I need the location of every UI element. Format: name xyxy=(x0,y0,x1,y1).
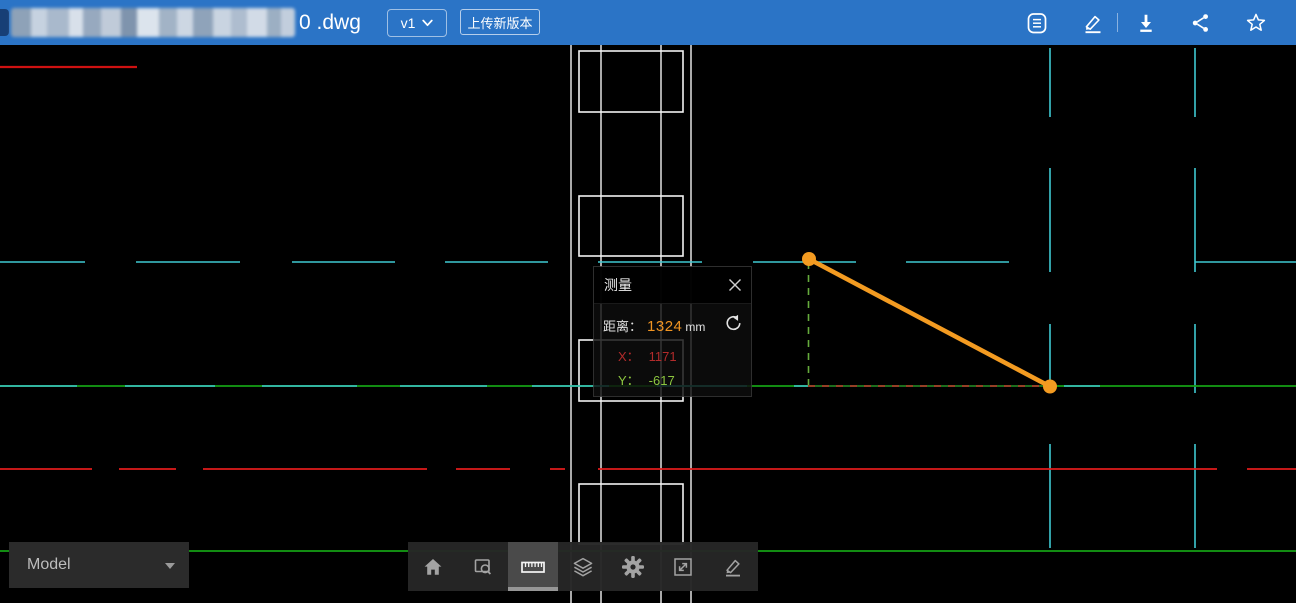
document-title: 0 .dwg xyxy=(299,11,361,34)
layers-icon xyxy=(573,557,593,576)
markup-pen-button[interactable] xyxy=(708,542,758,591)
y-delta-row: Y： -617 xyxy=(618,370,675,389)
gear-icon xyxy=(622,555,644,578)
reset-measure-icon[interactable] xyxy=(724,314,743,333)
ruler-icon xyxy=(521,561,545,573)
distance-label: 距离： xyxy=(603,319,643,334)
y-value: -617 xyxy=(648,373,675,388)
measure-end-point[interactable] xyxy=(1043,379,1057,394)
home-view-button[interactable] xyxy=(408,542,458,591)
caret-down-icon xyxy=(165,563,175,569)
measure-start-point[interactable] xyxy=(802,252,816,266)
upload-new-version-button[interactable]: 上传新版本 xyxy=(460,9,540,35)
chevron-down-icon xyxy=(422,19,434,27)
layers-button[interactable] xyxy=(558,542,608,591)
redacted-filename-blur xyxy=(11,8,295,37)
measure-popup-title: 测量 xyxy=(604,277,632,293)
favorite-star-icon[interactable] xyxy=(1244,11,1268,35)
home-icon xyxy=(424,558,442,575)
distance-row: 距离： 1324 mm xyxy=(603,316,705,335)
y-label: Y： xyxy=(618,373,640,388)
x-value: 1171 xyxy=(648,349,677,364)
measure-tool-button[interactable] xyxy=(508,542,558,591)
x-label: X： xyxy=(618,349,640,364)
markup-pen-icon xyxy=(726,559,740,577)
measure-overlay xyxy=(802,252,1057,394)
top-bar: 0 .dwg v1 上传新版本 xyxy=(0,0,1296,45)
sheet-selector-value: Model xyxy=(27,556,71,573)
annotate-pen-icon[interactable] xyxy=(1081,11,1105,35)
zoom-window-button[interactable] xyxy=(458,542,508,591)
distance-unit: mm xyxy=(685,320,706,334)
viewer-toolbar xyxy=(408,542,758,591)
settings-button[interactable] xyxy=(608,542,658,591)
measure-popup-header[interactable]: 测量 xyxy=(594,267,751,304)
version-label: v1 xyxy=(400,15,416,31)
zoom-window-icon xyxy=(474,558,492,575)
download-icon[interactable] xyxy=(1134,11,1158,35)
toolbar-divider xyxy=(1117,13,1118,32)
sheet-selector[interactable]: Model xyxy=(9,542,189,588)
notes-icon[interactable] xyxy=(1025,11,1049,35)
clipped-left-item xyxy=(0,9,9,36)
fit-screen-icon xyxy=(674,557,692,576)
close-icon[interactable] xyxy=(728,278,742,292)
measure-popup: 测量 距离： 1324 mm X： 1171 Y： -617 xyxy=(593,266,752,397)
measure-line xyxy=(806,256,1053,389)
share-icon[interactable] xyxy=(1189,11,1213,35)
distance-value: 1324 xyxy=(647,318,683,335)
fit-screen-button[interactable] xyxy=(658,542,708,591)
version-select[interactable]: v1 xyxy=(387,9,447,37)
x-delta-row: X： 1171 xyxy=(618,346,677,365)
